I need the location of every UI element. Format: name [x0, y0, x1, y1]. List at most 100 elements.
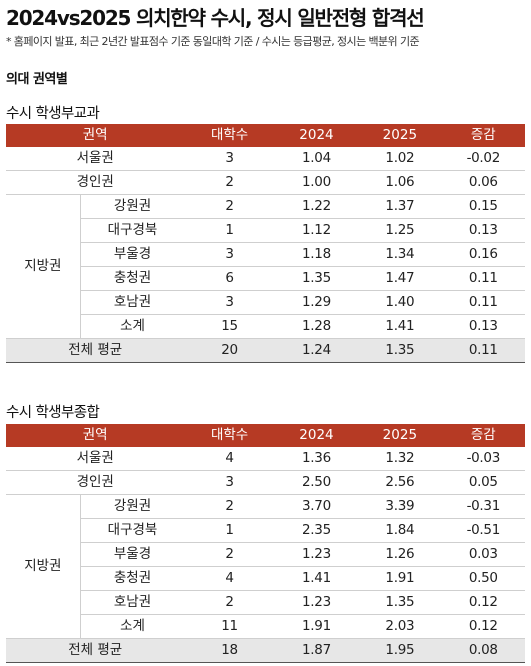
table-row: 소계 15 1.28 1.41 0.13 [6, 314, 525, 339]
diff-cell: 0.08 [441, 638, 525, 663]
value-2024-cell: 2.50 [274, 470, 359, 495]
value-2025-cell: 1.35 [358, 338, 442, 363]
value-2024-cell: 1.00 [274, 170, 359, 195]
value-2024-cell: 1.18 [274, 242, 359, 267]
value-2025-cell: 2.03 [358, 614, 442, 639]
value-2024-cell: 3.70 [274, 494, 359, 519]
count-cell: 20 [184, 338, 275, 363]
value-2025-cell: 2.56 [358, 470, 442, 495]
value-2025-cell: 1.34 [358, 242, 442, 267]
value-2025-cell: 1.37 [358, 194, 442, 219]
table-row: 부울경 2 1.23 1.26 0.03 [6, 542, 525, 567]
value-2024-cell: 1.23 [274, 590, 359, 615]
count-cell: 18 [184, 638, 275, 663]
header-count: 대학수 [184, 424, 275, 447]
value-2024-cell: 1.29 [274, 290, 359, 315]
region-group-label: 지방권 [6, 494, 81, 639]
table-row: 호남권 2 1.23 1.35 0.12 [6, 590, 525, 615]
diff-cell: 0.03 [441, 542, 525, 567]
table-row: 호남권 3 1.29 1.40 0.11 [6, 290, 525, 315]
value-2024-cell: 1.35 [274, 266, 359, 291]
table-susi-jonghap: 권역 대학수 2024 2025 증감 서울권 4 1.36 1.32 -0.0… [6, 424, 525, 663]
subregion-cell: 강원권 [80, 194, 185, 219]
subregion-cell: 부울경 [80, 542, 185, 567]
table-row: 지방권 강원권 2 3.70 3.39 -0.31 [6, 494, 525, 639]
count-cell: 1 [184, 218, 275, 243]
value-2024-cell: 1.22 [274, 194, 359, 219]
diff-cell: 0.15 [441, 194, 525, 219]
count-cell: 2 [184, 590, 275, 615]
value-2024-cell: 1.41 [274, 566, 359, 591]
count-cell: 1 [184, 518, 275, 543]
diff-cell: -0.31 [441, 494, 525, 519]
diff-cell: 0.50 [441, 566, 525, 591]
diff-cell: 0.12 [441, 614, 525, 639]
header-2025: 2025 [358, 124, 442, 147]
value-2024-cell: 2.35 [274, 518, 359, 543]
value-2025-cell: 1.02 [358, 147, 442, 171]
count-cell: 2 [184, 194, 275, 219]
table-row: 대구경북 1 2.35 1.84 -0.51 [6, 518, 525, 543]
count-cell: 3 [184, 290, 275, 315]
subregion-cell: 호남권 [80, 590, 185, 615]
subregion-cell: 대구경북 [80, 218, 185, 243]
count-cell: 2 [184, 542, 275, 567]
value-2024-cell: 1.24 [274, 338, 359, 363]
diff-cell: 0.11 [441, 338, 525, 363]
table-susi-gyogwa: 권역 대학수 2024 2025 증감 서울권 3 1.04 1.02 -0.0… [6, 124, 525, 363]
header-2024: 2024 [274, 124, 359, 147]
count-cell: 2 [184, 494, 275, 519]
diff-cell: 0.05 [441, 470, 525, 495]
diff-cell: 0.13 [441, 218, 525, 243]
count-cell: 4 [184, 447, 275, 471]
subregion-cell: 호남권 [80, 290, 185, 315]
region-cell: 전체 평균 [6, 638, 185, 663]
value-2024-cell: 1.36 [274, 447, 359, 471]
page-title: 2024vs2025 의치한약 수시, 정시 일반전형 합격선 [6, 6, 425, 30]
diff-cell: -0.03 [441, 447, 525, 471]
count-cell: 4 [184, 566, 275, 591]
value-2025-cell: 1.91 [358, 566, 442, 591]
value-2024-cell: 1.12 [274, 218, 359, 243]
footnote: * 홈페이지 발표, 최근 2년간 발표점수 기준 동일대학 기준 / 수시는 … [6, 35, 420, 48]
table-row: 충청권 4 1.41 1.91 0.50 [6, 566, 525, 591]
subregion-cell: 부울경 [80, 242, 185, 267]
value-2025-cell: 1.25 [358, 218, 442, 243]
header-diff: 증감 [441, 124, 525, 147]
value-2025-cell: 3.39 [358, 494, 442, 519]
value-2025-cell: 1.32 [358, 447, 442, 471]
subregion-cell: 충청권 [80, 566, 185, 591]
header-diff: 증감 [441, 424, 525, 447]
value-2025-cell: 1.35 [358, 590, 442, 615]
count-cell: 11 [184, 614, 275, 639]
value-2024-cell: 1.23 [274, 542, 359, 567]
header-2024: 2024 [274, 424, 359, 447]
count-cell: 6 [184, 266, 275, 291]
region-cell: 서울권 [6, 447, 185, 471]
table-row: 소계 11 1.91 2.03 0.12 [6, 614, 525, 639]
diff-cell: -0.02 [441, 147, 525, 171]
diff-cell: 0.12 [441, 590, 525, 615]
table-row: 서울권 3 1.04 1.02 -0.02 [6, 147, 525, 171]
table-row: 충청권 6 1.35 1.47 0.11 [6, 266, 525, 291]
subregion-cell: 충청권 [80, 266, 185, 291]
value-2025-cell: 1.06 [358, 170, 442, 195]
value-2025-cell: 1.41 [358, 314, 442, 339]
count-cell: 15 [184, 314, 275, 339]
diff-cell: 0.16 [441, 242, 525, 267]
count-cell: 2 [184, 170, 275, 195]
table-row: 경인권 3 2.50 2.56 0.05 [6, 470, 525, 495]
subregion-cell: 소계 [80, 314, 185, 339]
value-2025-cell: 1.26 [358, 542, 442, 567]
subregion-cell: 강원권 [80, 494, 185, 519]
diff-cell: -0.51 [441, 518, 525, 543]
table-title-susi-gyogwa: 수시 학생부교과 [6, 106, 100, 122]
value-2024-cell: 1.04 [274, 147, 359, 171]
table-row: 경인권 2 1.00 1.06 0.06 [6, 170, 525, 195]
count-cell: 3 [184, 147, 275, 171]
table-header-row: 권역 대학수 2024 2025 증감 [6, 124, 525, 147]
region-cell: 전체 평균 [6, 338, 185, 363]
count-cell: 3 [184, 470, 275, 495]
table-row: 대구경북 1 1.12 1.25 0.13 [6, 218, 525, 243]
value-2025-cell: 1.40 [358, 290, 442, 315]
